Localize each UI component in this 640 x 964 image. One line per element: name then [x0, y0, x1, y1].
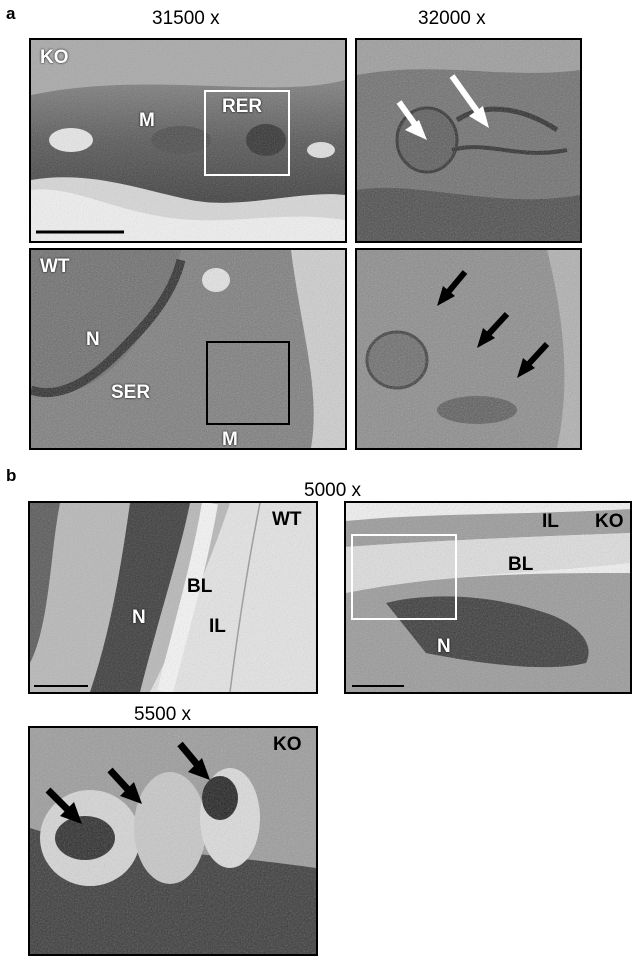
panel-a-letter: a	[6, 4, 16, 23]
label-m-mitochondria: M	[139, 110, 155, 131]
em-image-wt-5000x	[28, 501, 318, 694]
label-il-right: IL	[542, 511, 559, 532]
magnification-5000x-label: 5000 x	[304, 480, 362, 501]
label-wt: WT	[40, 256, 70, 277]
label-rer: RER	[222, 96, 263, 117]
inset-box-white-b	[351, 534, 457, 620]
em-image-ko-32000x	[355, 38, 582, 243]
em-image-ko-31500x	[29, 38, 347, 243]
magnification-right-label: 32000 x	[418, 8, 486, 29]
inset-box-white	[204, 90, 290, 176]
label-n-right: N	[437, 636, 451, 657]
em-image-wt-31500x	[29, 248, 347, 450]
label-bl-right: BL	[508, 554, 534, 575]
label-il-left: IL	[209, 616, 226, 637]
label-n-left: N	[132, 607, 146, 628]
panel-b-letter: b	[6, 466, 17, 485]
label-bl-left: BL	[187, 576, 213, 597]
em-image-ko-5000x	[344, 501, 632, 694]
label-wt-b: WT	[272, 509, 302, 530]
label-ser: SER	[111, 382, 151, 403]
magnification-5500x-label: 5500 x	[134, 704, 192, 725]
magnification-left-label: 31500 x	[152, 8, 220, 29]
em-image-wt-32000x	[355, 248, 582, 450]
label-n-nucleus: N	[86, 329, 100, 350]
em-image-ko-5500x	[28, 726, 318, 956]
inset-box-black	[206, 341, 290, 425]
label-ko-right: KO	[595, 511, 624, 532]
label-m-mitochondria-wt: M	[222, 429, 238, 450]
label-ko: KO	[40, 47, 69, 68]
label-ko-bottom: KO	[273, 734, 302, 755]
